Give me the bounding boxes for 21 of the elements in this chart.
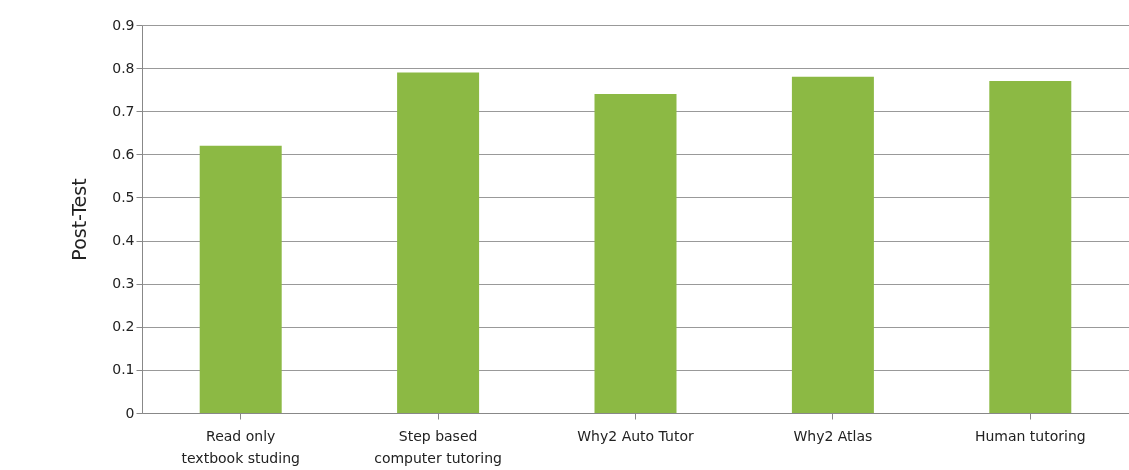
y-tick-label: 0.4 — [112, 232, 135, 249]
x-tick-label: Step based computer tutoring — [374, 427, 502, 466]
y-tick-label: 0.3 — [112, 275, 135, 292]
y-tick-label: 0.9 — [112, 16, 135, 33]
y-tick-label: 0.6 — [112, 145, 135, 162]
y-axis-title: Post-Test — [68, 178, 91, 261]
y-tick-label: 0 — [125, 404, 135, 421]
y-tick-label: 0.8 — [112, 59, 135, 76]
x-tick-label: Why2 Atlas — [793, 427, 873, 444]
y-tick-label: 0.2 — [112, 318, 135, 335]
y-tick-label: 0.1 — [112, 361, 135, 378]
x-tick-label: Why2 Auto Tutor — [577, 427, 694, 444]
bar — [199, 145, 282, 413]
bar — [594, 93, 677, 413]
x-tick-label: Read only textbook studing — [181, 427, 300, 466]
bar — [397, 72, 480, 413]
x-tick-label: Human tutoring — [974, 427, 1086, 444]
y-tick-label: 0.7 — [112, 102, 135, 119]
y-tick-label: 0.5 — [112, 188, 135, 205]
bar — [791, 76, 874, 413]
bar — [989, 81, 1072, 413]
